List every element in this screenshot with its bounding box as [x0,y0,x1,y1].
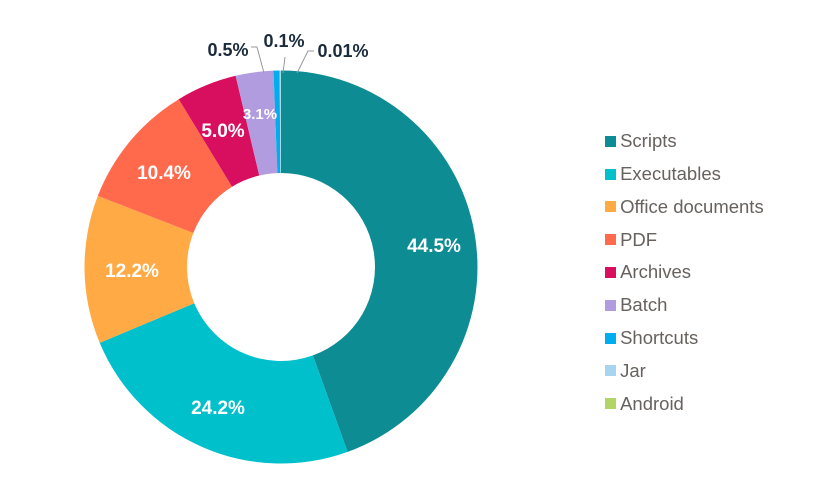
svg-text:0.5%: 0.5% [207,40,248,60]
svg-text:24.2%: 24.2% [191,398,245,419]
svg-text:3.1%: 3.1% [243,106,277,123]
svg-text:0.1%: 0.1% [263,31,304,51]
svg-text:12.2%: 12.2% [105,261,159,282]
svg-text:5.0%: 5.0% [201,121,244,142]
svg-text:44.5%: 44.5% [407,236,461,257]
svg-text:10.4%: 10.4% [137,163,191,184]
svg-text:0.01%: 0.01% [317,41,368,61]
